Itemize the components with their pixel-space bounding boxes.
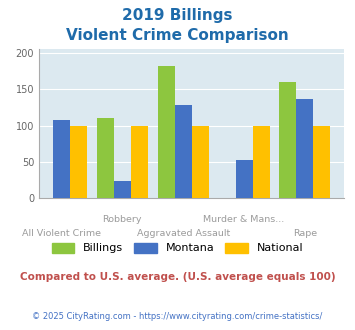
Text: Violent Crime Comparison: Violent Crime Comparison [66, 28, 289, 43]
Text: Robbery: Robbery [103, 215, 142, 224]
Bar [97, 118, 114, 198]
Text: © 2025 CityRating.com - https://www.cityrating.com/crime-statistics/: © 2025 CityRating.com - https://www.city… [32, 312, 323, 321]
Bar [114, 181, 131, 198]
Bar [296, 99, 313, 198]
Bar [70, 125, 87, 198]
Bar [131, 125, 148, 198]
Legend: Billings, Montana, National: Billings, Montana, National [48, 238, 307, 258]
Bar [313, 125, 331, 198]
Bar [53, 120, 70, 198]
Bar [158, 66, 175, 198]
Bar [175, 105, 192, 198]
Text: Aggravated Assault: Aggravated Assault [137, 229, 230, 238]
Text: Rape: Rape [293, 229, 317, 238]
Bar [235, 160, 252, 198]
Bar [192, 125, 209, 198]
Text: Murder & Mans...: Murder & Mans... [203, 215, 285, 224]
Bar [252, 125, 269, 198]
Bar [279, 82, 296, 198]
Text: All Violent Crime: All Violent Crime [22, 229, 101, 238]
Text: Compared to U.S. average. (U.S. average equals 100): Compared to U.S. average. (U.S. average … [20, 272, 335, 282]
Text: 2019 Billings: 2019 Billings [122, 8, 233, 23]
